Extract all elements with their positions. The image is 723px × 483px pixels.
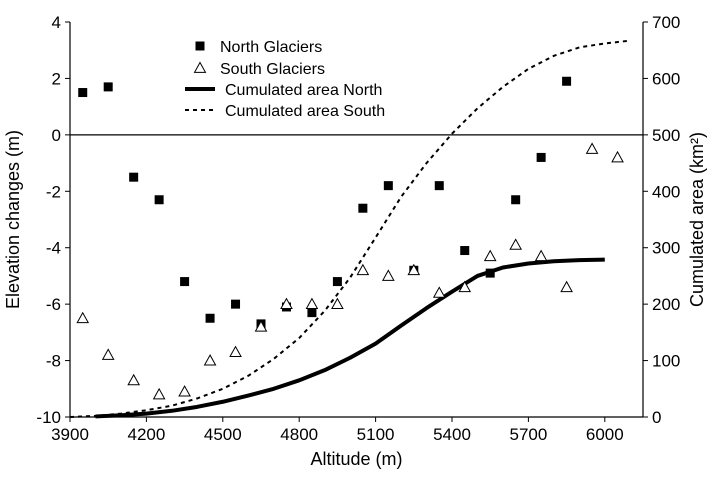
south-glacier-point (152, 387, 166, 400)
north-glacier-point (511, 195, 521, 205)
x-tick-label: 4800 (280, 425, 318, 444)
south-glacier-point (509, 238, 523, 250)
north-glacier-point (485, 268, 495, 278)
y-tick-label-left: -6 (46, 295, 61, 314)
south-glacier-point (203, 354, 217, 366)
south-glacier-point (458, 280, 472, 293)
y-tick-label-right: 400 (652, 182, 680, 201)
y-tick-label-left: -2 (46, 182, 61, 201)
x-tick-label: 4200 (127, 425, 165, 444)
north-glacier-point (129, 172, 139, 182)
south-glacier-point (381, 269, 395, 281)
south-glacier-point (407, 263, 421, 276)
south-glacier-point (534, 249, 548, 262)
x-tick-label: 5700 (509, 425, 547, 444)
north-glacier-point (434, 181, 444, 191)
south-glacier-point (432, 286, 446, 298)
legend-triangle-marker (193, 61, 207, 73)
south-glacier-point (178, 385, 191, 397)
y-tick-label-left: -4 (46, 239, 61, 258)
y-tick-label-left: -8 (46, 352, 61, 371)
south-glacier-point (305, 297, 319, 310)
y-tick-label-right: 700 (652, 13, 680, 32)
north-glacier-point (78, 88, 88, 98)
north-glacier-point (205, 313, 215, 323)
south-glacier-point (560, 280, 573, 293)
legend-square-marker (195, 41, 205, 51)
north-glacier-point (383, 181, 393, 191)
y-tick-label-left: 0 (52, 126, 61, 145)
curves (69, 39, 631, 419)
cumulated-area-north-line (95, 257, 605, 419)
markers (76, 76, 624, 400)
south-glacier-point (76, 311, 90, 324)
north-glacier-point (307, 308, 317, 318)
north-glacier-point (536, 152, 546, 162)
y-tick-label-left: 4 (52, 13, 61, 32)
y-tick-label-right: 0 (652, 408, 661, 427)
north-glacier-point (460, 246, 470, 256)
x-tick-label: 5400 (433, 425, 471, 444)
north-glacier-point (180, 277, 190, 287)
legend-label-south-glaciers: South Glaciers (220, 61, 325, 78)
north-glacier-point (562, 76, 572, 86)
y-tick-label-left: -10 (36, 408, 61, 427)
legend-label-cumulated-south: Cumulated area South (225, 103, 385, 120)
x-tick-label: 4500 (204, 425, 242, 444)
north-glacier-point (154, 195, 164, 205)
south-glacier-point (483, 249, 497, 262)
legend-swatch-south-glaciers (193, 61, 207, 73)
north-glacier-point (231, 299, 241, 309)
south-glacier-point (611, 150, 624, 163)
x-axis-title: Altitude (m) (310, 449, 402, 469)
south-glacier-point (229, 345, 242, 358)
legend-label-north-glaciers: North Glaciers (220, 39, 322, 56)
legend-swatch-north-glaciers (195, 41, 205, 51)
y-tick-label-right: 300 (652, 239, 680, 258)
ticks: 3900 4200 4500 4800 5100 5400 5700 6000-10-8-6-… (36, 13, 680, 444)
north-glacier-point (103, 82, 113, 92)
south-glacier-point (331, 297, 344, 310)
south-glacier-point (101, 348, 115, 360)
south-glacier-point (585, 142, 599, 154)
south-glacier-point (254, 320, 268, 332)
y-tick-label-right: 600 (652, 69, 680, 88)
y-tick-label-right: 500 (652, 126, 680, 145)
legend: North Glaciers South Glaciers Cumulated … (185, 39, 385, 120)
north-glacier-point (332, 277, 342, 287)
y-tick-label-left: 2 (52, 69, 61, 88)
plot-frame (69, 22, 644, 418)
legend-label-cumulated-north: Cumulated area North (225, 82, 382, 99)
south-glacier-point (127, 373, 141, 386)
north-glacier-point (358, 203, 368, 213)
x-tick-label: 6000 (586, 425, 624, 444)
x-tick-label: 3900 (51, 425, 89, 444)
y-axis-title-right: Cumulated area (km²) (687, 132, 707, 307)
y-axis-title-left: Elevation changes (m) (3, 130, 23, 309)
y-tick-label-right: 200 (652, 295, 680, 314)
y-tick-label-right: 100 (652, 352, 680, 371)
x-tick-label: 5100 (357, 425, 395, 444)
south-glacier-point (356, 263, 370, 276)
south-glacier-point (280, 297, 293, 310)
